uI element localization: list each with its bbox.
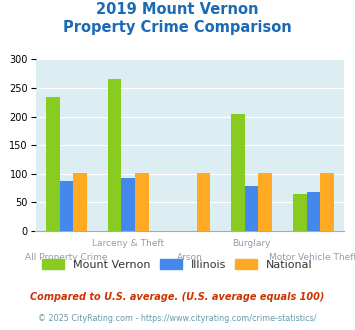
Bar	[60, 181, 73, 231]
Bar	[108, 80, 121, 231]
Bar	[197, 173, 210, 231]
Bar	[46, 97, 60, 231]
Text: Property Crime Comparison: Property Crime Comparison	[63, 20, 292, 35]
Text: 2019 Mount Vernon: 2019 Mount Vernon	[96, 2, 259, 16]
Bar	[245, 186, 258, 231]
Bar	[73, 173, 87, 231]
Legend: Mount Vernon, Illinois, National: Mount Vernon, Illinois, National	[39, 256, 316, 273]
Bar	[258, 173, 272, 231]
Text: Arson: Arson	[177, 253, 203, 262]
Text: Larceny & Theft: Larceny & Theft	[92, 239, 164, 248]
Bar	[121, 178, 135, 231]
Bar	[307, 192, 320, 231]
Bar	[135, 173, 148, 231]
Text: Compared to U.S. average. (U.S. average equals 100): Compared to U.S. average. (U.S. average …	[30, 292, 325, 302]
Text: All Property Crime: All Property Crime	[25, 253, 108, 262]
Text: Burglary: Burglary	[233, 239, 271, 248]
Bar	[293, 194, 307, 231]
Text: © 2025 CityRating.com - https://www.cityrating.com/crime-statistics/: © 2025 CityRating.com - https://www.city…	[38, 314, 317, 323]
Text: Motor Vehicle Theft: Motor Vehicle Theft	[269, 253, 355, 262]
Bar	[231, 114, 245, 231]
Bar	[320, 173, 334, 231]
